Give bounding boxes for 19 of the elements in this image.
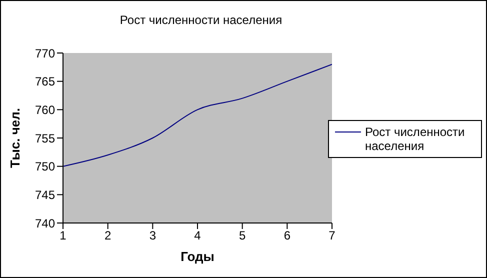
legend-label: Рост численности населения — [365, 125, 466, 153]
chart-title: Рост численности населения — [118, 13, 284, 27]
x-tick-label: 6 — [284, 228, 291, 243]
y-tick-label: 740 — [34, 216, 56, 230]
x-tick-label: 7 — [328, 228, 336, 243]
x-tick-label: 4 — [194, 228, 202, 243]
x-tick-label: 2 — [104, 228, 112, 243]
x-axis-title: Годы — [180, 249, 214, 264]
x-tick-label: 3 — [149, 228, 156, 243]
y-axis-title: Тыс. чел. — [8, 108, 23, 168]
y-tick-label: 755 — [34, 131, 56, 146]
y-tick-label: 765 — [34, 74, 56, 89]
line-series — [63, 64, 332, 167]
y-tick-label: 770 — [34, 46, 56, 60]
y-tick-label: 760 — [34, 102, 56, 117]
y-tick-label: 750 — [34, 160, 56, 174]
x-tick-label: 5 — [238, 228, 246, 243]
x-tick-label: 1 — [60, 228, 67, 243]
y-tick-label: 745 — [34, 188, 56, 202]
